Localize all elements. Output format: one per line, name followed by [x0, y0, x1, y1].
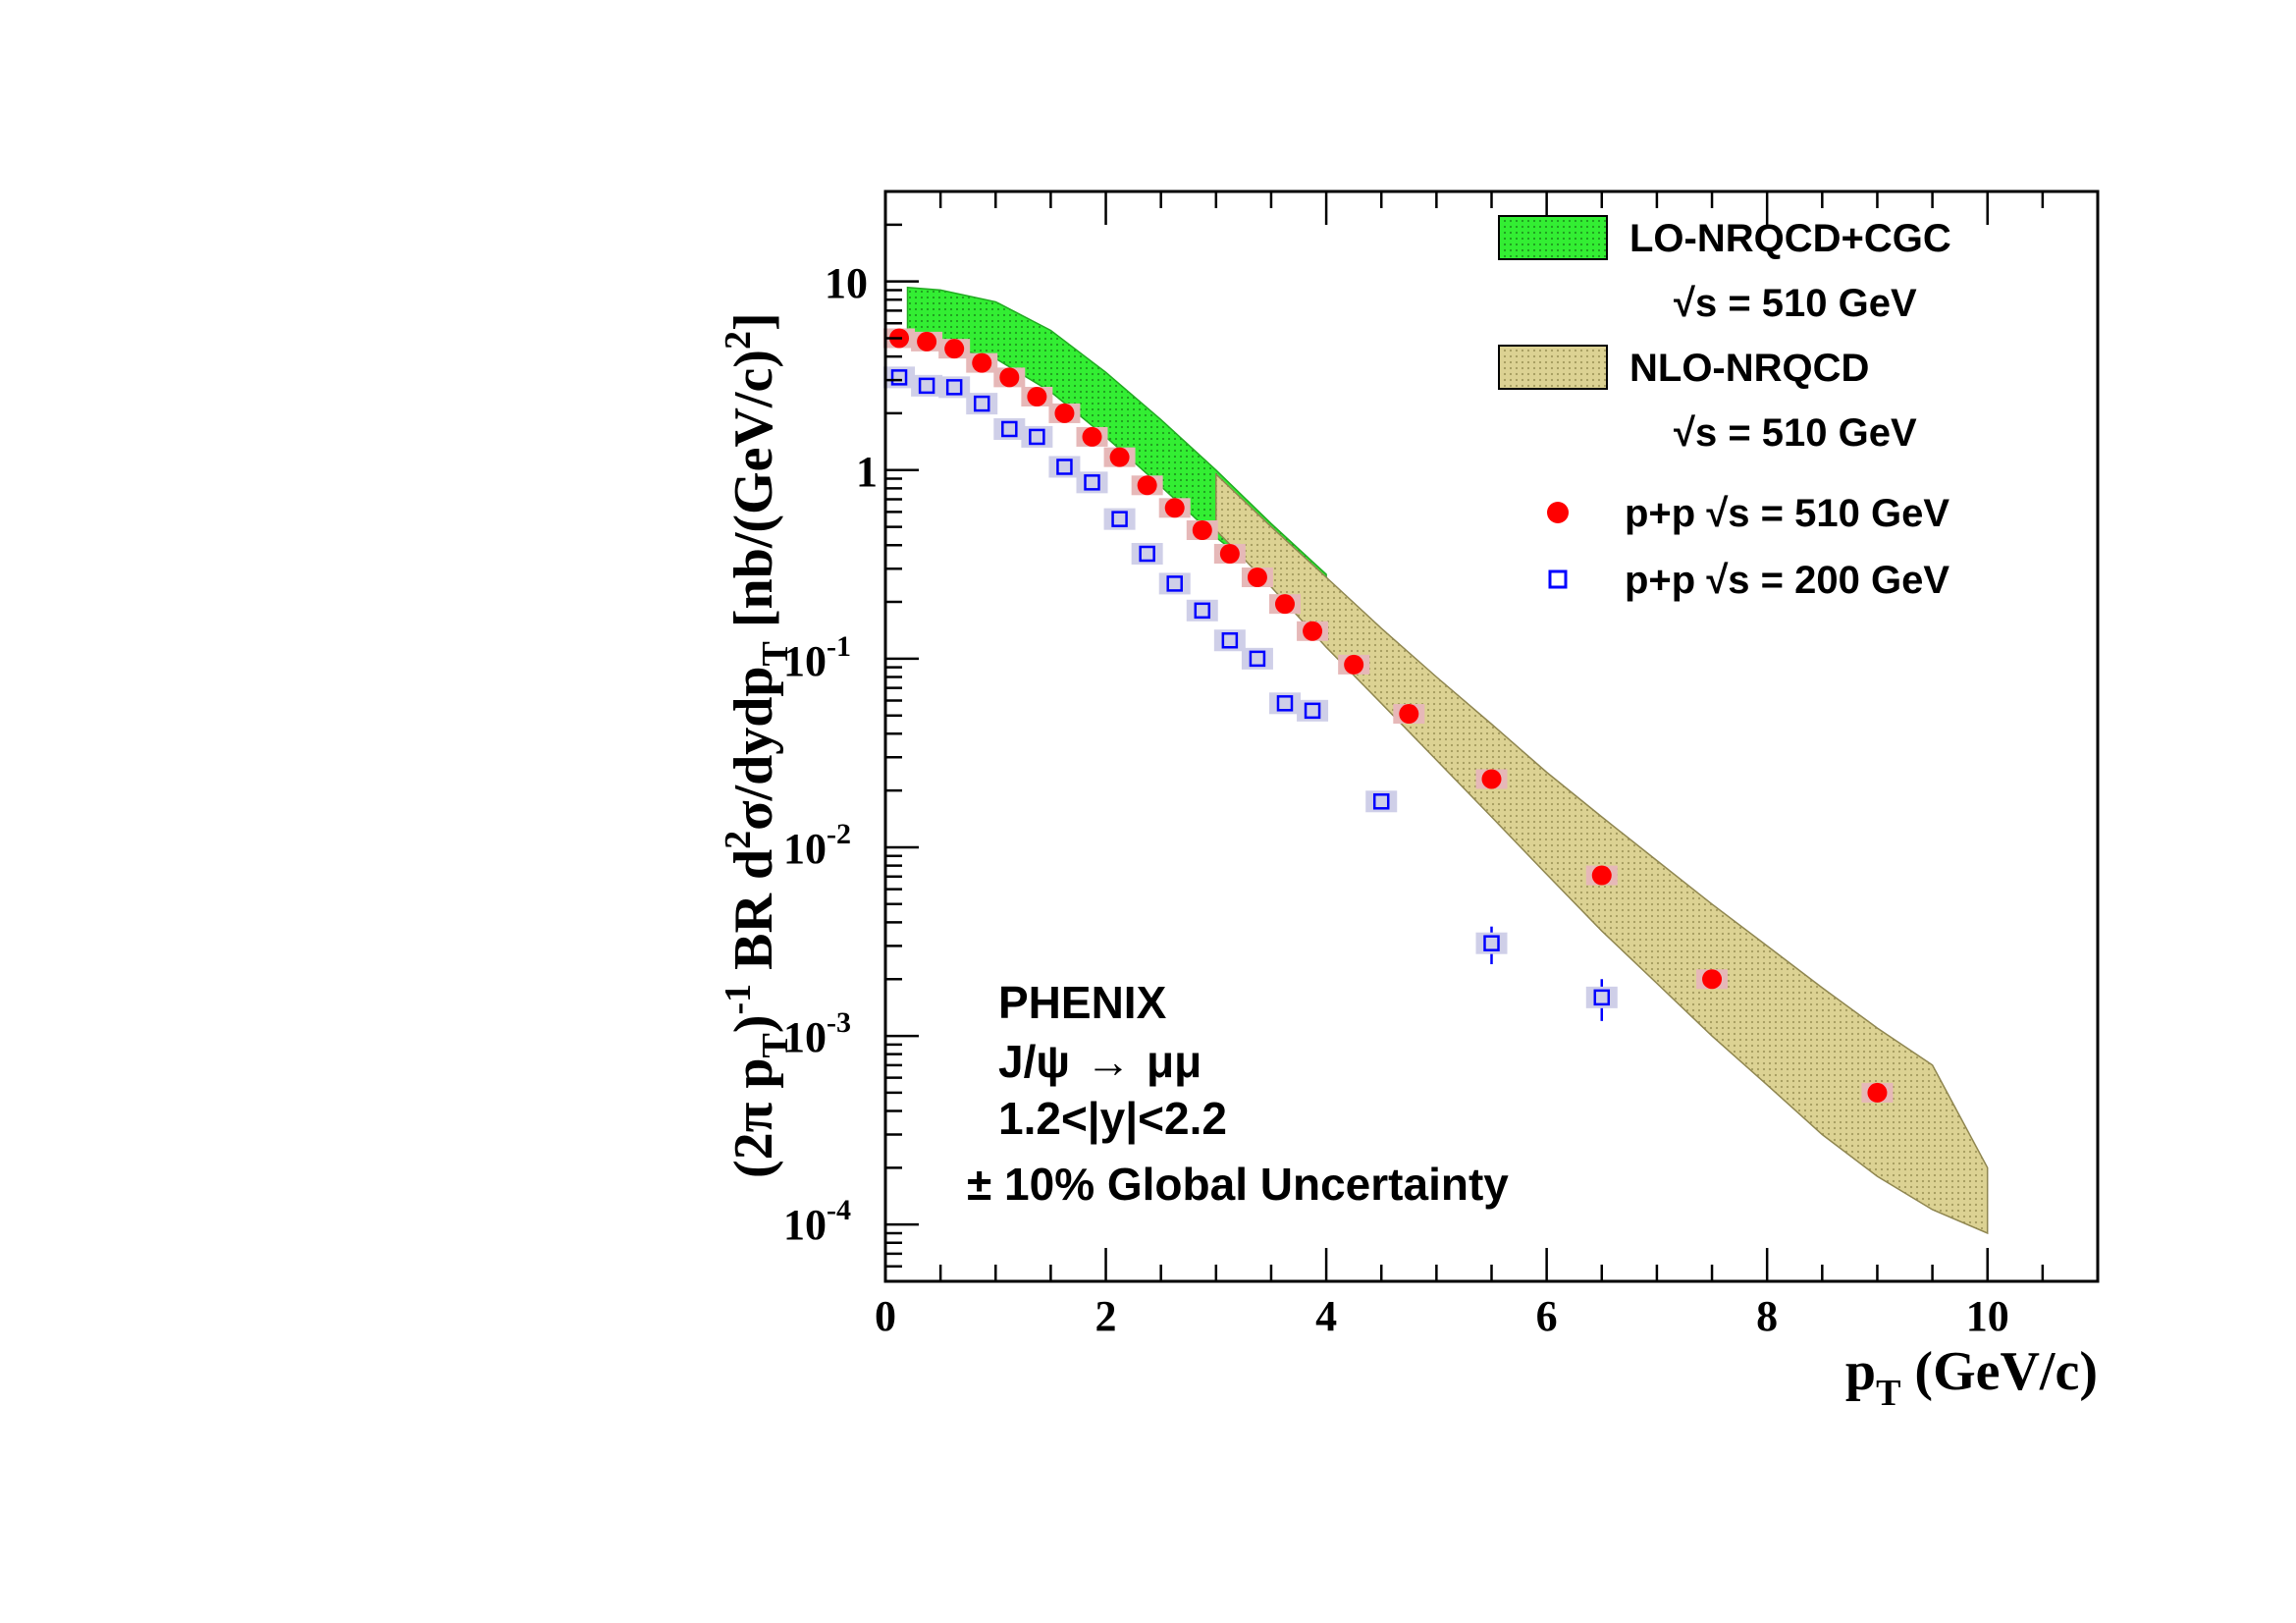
legend: LO-NRQCD+CGC √s = 510 GeV NLO-NRQCD √s =…: [1498, 215, 1951, 602]
point-pp-510: [1137, 475, 1157, 496]
annotation-global-uncertainty: ± 10% Global Uncertainty: [967, 1159, 1509, 1210]
point-pp-200: [1221, 631, 1239, 649]
point-pp-510: [1192, 519, 1212, 540]
x-tick-label: 10: [1966, 1292, 2009, 1340]
point-pp-510: [972, 352, 992, 373]
point-pp-510: [1481, 769, 1502, 789]
legend-sub-lo-nrqcd-cgc: √s = 510 GeV: [1674, 282, 1917, 325]
annotations: PHENIX J/ψ → μμ 1.2<|y|<2.2 ± 10% Global U…: [967, 977, 1509, 1210]
x-tick-label: 2: [1095, 1292, 1117, 1340]
x-tick-labels: 0 2 4 6 8 10: [875, 1292, 2009, 1340]
legend-label-lo-nrqcd-cgc: LO-NRQCD+CGC: [1629, 217, 1951, 260]
y-tick-label-1e-2: 10-2: [783, 818, 851, 873]
point-pp-510: [1344, 654, 1364, 675]
y-tick-label-1e-4: 10-4: [783, 1194, 851, 1249]
point-pp-510: [1082, 426, 1102, 447]
point-pp-510: [999, 367, 1020, 388]
legend-marker-pp-510: [1547, 502, 1569, 523]
data-points: [883, 328, 1894, 1103]
annotation-channel: J/ψ → μμ: [998, 1036, 1201, 1087]
point-pp-510: [1702, 969, 1723, 990]
point-pp-510: [1399, 704, 1419, 725]
point-pp-200: [1593, 989, 1611, 1006]
point-pp-510: [1054, 403, 1075, 423]
point-pp-510: [1219, 543, 1240, 564]
x-tick-label: 8: [1756, 1292, 1778, 1340]
legend-label-pp-510: p+p √s = 510 GeV: [1625, 492, 1949, 535]
theory-band-1: [1215, 472, 1989, 1235]
point-pp-200: [1166, 575, 1183, 592]
y-axis-title: (2π pT)-1 BR d2σ/dydpT [nb/(GeV/c)2]: [718, 312, 796, 1178]
legend-swatch-lo-nrqcd-cgc: [1498, 215, 1608, 260]
annotation-rapidity: 1.2<|y|<2.2: [998, 1093, 1227, 1144]
theory-bands: [906, 286, 1989, 1235]
point-pp-510: [917, 331, 937, 352]
point-pp-200: [1001, 420, 1018, 438]
y-tick-label-1e-1: 10-1: [783, 630, 851, 685]
axis-ticks: [883, 189, 2100, 1283]
point-pp-200: [1111, 511, 1128, 527]
legend-label-nlo-nrqcd: NLO-NRQCD: [1629, 347, 1869, 390]
x-tick-label: 0: [875, 1292, 896, 1340]
point-pp-200: [973, 395, 990, 412]
annotation-experiment: PHENIX: [998, 977, 1167, 1028]
point-pp-200: [1084, 474, 1100, 491]
point-pp-200: [1483, 935, 1500, 951]
y-tick-label-1e-3: 10-3: [783, 1006, 851, 1061]
point-pp-200: [945, 379, 963, 396]
point-pp-200: [1029, 428, 1045, 446]
point-pp-510: [1247, 567, 1267, 587]
point-pp-200: [1372, 793, 1390, 810]
point-pp-510: [1303, 621, 1323, 641]
point-pp-510: [1164, 498, 1185, 518]
y-tick-labels: 10-4 10-3 10-2 10-1 1 10: [783, 259, 878, 1249]
x-tick-label: 4: [1315, 1292, 1337, 1340]
point-pp-200: [918, 377, 935, 395]
legend-swatch-nlo-nrqcd: [1498, 345, 1608, 390]
x-tick-label: 6: [1536, 1292, 1558, 1340]
point-pp-200: [1139, 545, 1155, 563]
point-pp-200: [1056, 459, 1073, 475]
legend-sub-nlo-nrqcd: √s = 510 GeV: [1674, 411, 1917, 455]
point-pp-510: [1274, 594, 1295, 615]
y-tick-label-1: 1: [856, 448, 878, 496]
point-pp-200: [1249, 650, 1266, 668]
point-pp-510: [1867, 1082, 1888, 1103]
point-pp-510: [944, 339, 965, 359]
legend-marker-pp-200: [1548, 569, 1568, 589]
point-pp-510: [1109, 447, 1130, 467]
point-pp-510: [1027, 386, 1047, 406]
point-pp-200: [1304, 702, 1321, 720]
point-pp-510: [1591, 865, 1612, 886]
point-pp-200: [1276, 695, 1294, 712]
x-axis-title: pT (GeV/c): [1845, 1341, 2098, 1414]
y-tick-label-10: 10: [825, 259, 868, 307]
point-pp-200: [890, 369, 908, 386]
legend-label-pp-200: p+p √s = 200 GeV: [1625, 559, 1949, 602]
point-pp-200: [1194, 602, 1211, 620]
